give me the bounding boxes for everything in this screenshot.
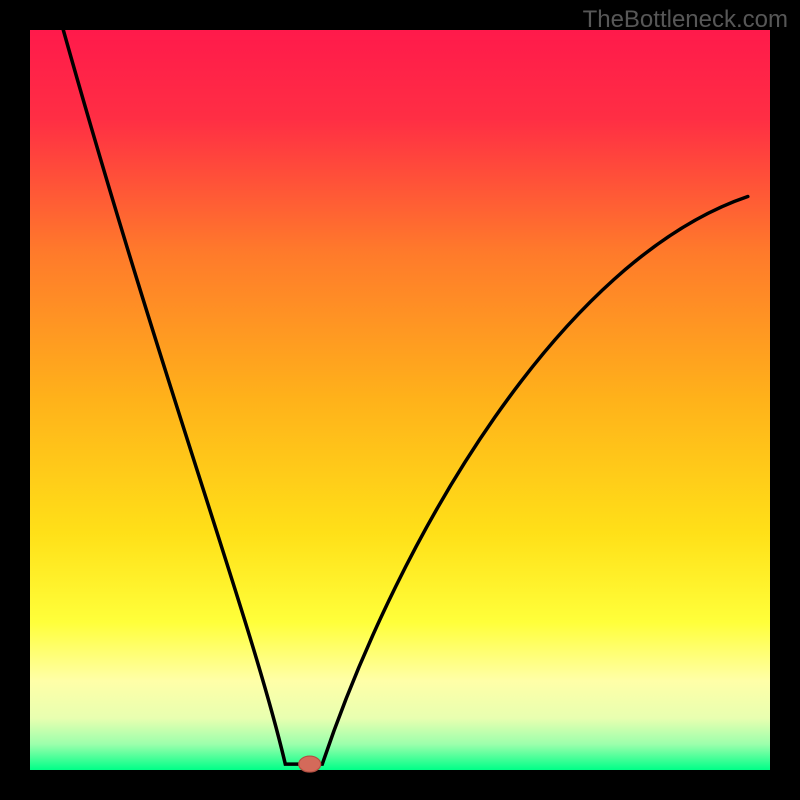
chart-frame: TheBottleneck.com: [0, 0, 800, 800]
optimal-marker: [299, 756, 321, 772]
plot-background: [30, 30, 770, 770]
bottleneck-chart: [0, 0, 800, 800]
